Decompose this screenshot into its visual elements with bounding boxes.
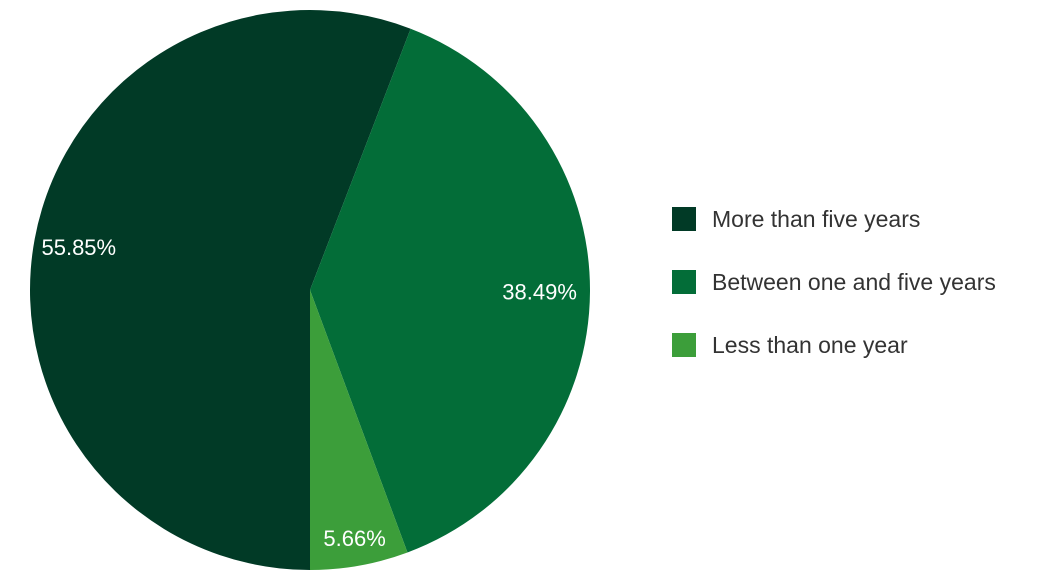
legend-item-between-one-and-five-years[interactable]: Between one and five years bbox=[672, 263, 1032, 301]
legend-item-more-than-five-years[interactable]: More than five years bbox=[672, 200, 1032, 238]
slice-less-than-one-year[interactable] bbox=[310, 290, 408, 570]
slice-label-more-than-five-years: 55.85% bbox=[41, 235, 116, 260]
slice-between-one-and-five-years[interactable] bbox=[310, 28, 590, 553]
pie-chart: 55.85% 38.49% 5.66% bbox=[30, 10, 590, 571]
legend-swatch bbox=[672, 333, 696, 357]
legend-swatch bbox=[672, 270, 696, 294]
pie-labels: 55.85% 38.49% 5.66% bbox=[41, 235, 576, 551]
slice-more-than-five-years[interactable] bbox=[30, 10, 411, 571]
chart-legend: More than five years Between one and fiv… bbox=[672, 200, 1032, 389]
pie-slices bbox=[30, 10, 590, 571]
legend-swatch bbox=[672, 207, 696, 231]
legend-label: More than five years bbox=[712, 205, 921, 232]
legend-label: Between one and five years bbox=[712, 268, 996, 295]
slice-label-less-than-one-year: 5.66% bbox=[323, 526, 385, 551]
legend-item-less-than-one-year[interactable]: Less than one year bbox=[672, 326, 1032, 364]
slice-label-between-one-and-five-years: 38.49% bbox=[502, 279, 577, 304]
legend-label: Less than one year bbox=[712, 331, 908, 358]
